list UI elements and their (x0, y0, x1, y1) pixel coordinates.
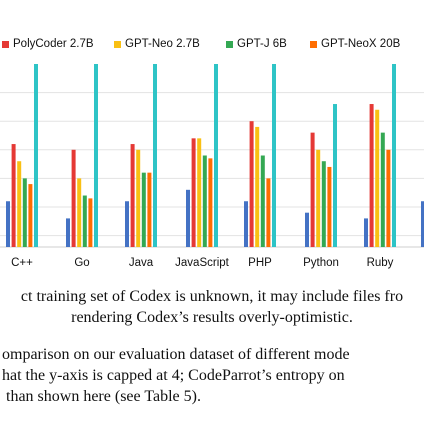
legend-item: GPT-J 6B (226, 38, 287, 50)
legend-item: GPT-Neo 2.7B (114, 38, 200, 50)
bar-c-s3 (22, 178, 27, 248)
bar-c-s4 (28, 184, 33, 247)
bar-java-s5 (153, 64, 157, 247)
figure-caption: ct training set of Codex is unknown, it … (0, 286, 424, 328)
bar-java-s4 (147, 172, 152, 247)
x-tick-label: JavaScript (175, 257, 229, 269)
bar-javascript-s2 (197, 138, 202, 247)
bar-php-s3 (260, 155, 265, 247)
legend-item: GPT-NeoX 20B (310, 38, 400, 50)
bar-javascript-s1 (191, 138, 196, 247)
body-text: omparison on our evaluation dataset of d… (2, 344, 424, 407)
bar-javascript-s5 (214, 64, 218, 247)
bar-go-s3 (82, 195, 87, 247)
bar-python-s1 (310, 132, 315, 248)
legend-label: GPT-Neo 2.7B (125, 38, 200, 50)
legend-label: PolyCoder 2.7B (13, 38, 94, 50)
bar-java-s2 (136, 149, 141, 247)
body-text-line-1: omparison on our evaluation dataset of d… (2, 346, 350, 363)
figure-caption-line-1: ct training set of Codex is unknown, it … (20, 288, 404, 305)
bar-java-s0 (125, 201, 129, 247)
bar-ruby-s0 (364, 218, 368, 247)
bar-php-s0 (244, 201, 248, 247)
x-tick-label: PHP (248, 257, 272, 269)
bar-php-s2 (255, 126, 260, 247)
bar-c-s5 (34, 64, 38, 247)
legend-swatch (2, 40, 9, 48)
bar-java-s1 (130, 144, 135, 247)
bar-ruby-s4 (386, 149, 391, 247)
bar-go-s2 (77, 178, 82, 248)
x-tick-label: C++ (11, 257, 33, 269)
chart-legend: PolyCoder 2.7B GPT-Neo 2.7B GPT-J 6B GPT-Ne… (0, 38, 424, 56)
bar-go-s5 (94, 64, 98, 247)
bar-php-s5 (272, 64, 276, 247)
bar-ruby-s3 (380, 132, 385, 248)
bar-java-s3 (141, 172, 146, 247)
bar-cropped-next-group (421, 201, 424, 247)
bar-ruby-s5 (392, 64, 396, 247)
bar-javascript-s4 (208, 158, 213, 247)
legend-swatch (226, 40, 233, 48)
bar-python-s0 (305, 212, 309, 247)
bar-ruby-s1 (369, 104, 374, 247)
bar-c-s2 (17, 161, 22, 247)
legend-item: PolyCoder 2.7B (2, 38, 94, 50)
bar-python-s4 (327, 166, 332, 247)
bar-c-s1 (11, 144, 16, 247)
x-tick-label: Go (74, 257, 89, 269)
bar-python-s2 (316, 149, 321, 247)
bar-ruby-s2 (375, 109, 380, 247)
bar-go-s1 (71, 149, 76, 247)
bar-php-s1 (249, 121, 254, 247)
legend-label: GPT-NeoX 20B (321, 38, 401, 50)
bar-c-s0 (6, 201, 10, 247)
bar-javascript-s0 (186, 189, 190, 247)
x-tick-label: Python (303, 257, 339, 269)
x-tick-label: Ruby (367, 257, 394, 269)
body-text-line-3: than shown here (see Table 5). (2, 388, 201, 405)
legend-label: GPT-J 6B (237, 38, 287, 50)
bar-python-s5 (333, 104, 337, 247)
bar-chart: C++ Go Java JavaScript PHP Python Ruby (0, 64, 424, 269)
legend-swatch (114, 40, 121, 48)
bar-go-s4 (88, 198, 93, 247)
figure-caption-line-2: rendering Codex’s results overly-optimis… (71, 309, 353, 326)
bar-python-s3 (321, 161, 326, 247)
bar-go-s0 (66, 218, 70, 247)
bar-php-s4 (266, 178, 271, 248)
body-text-line-2: hat the y-axis is capped at 4; CodeParro… (2, 367, 345, 384)
x-tick-label: Java (129, 257, 154, 269)
bar-javascript-s3 (202, 155, 207, 247)
legend-swatch (310, 40, 317, 48)
